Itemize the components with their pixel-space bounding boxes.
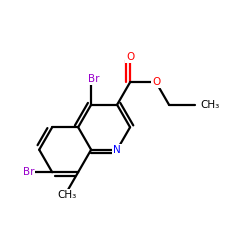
Text: O: O: [126, 52, 134, 62]
Text: CH₃: CH₃: [200, 100, 220, 110]
Text: O: O: [152, 77, 160, 87]
Text: N: N: [113, 145, 121, 155]
Text: Br: Br: [88, 74, 99, 84]
Text: CH₃: CH₃: [58, 190, 77, 200]
Text: Br: Br: [23, 167, 34, 177]
